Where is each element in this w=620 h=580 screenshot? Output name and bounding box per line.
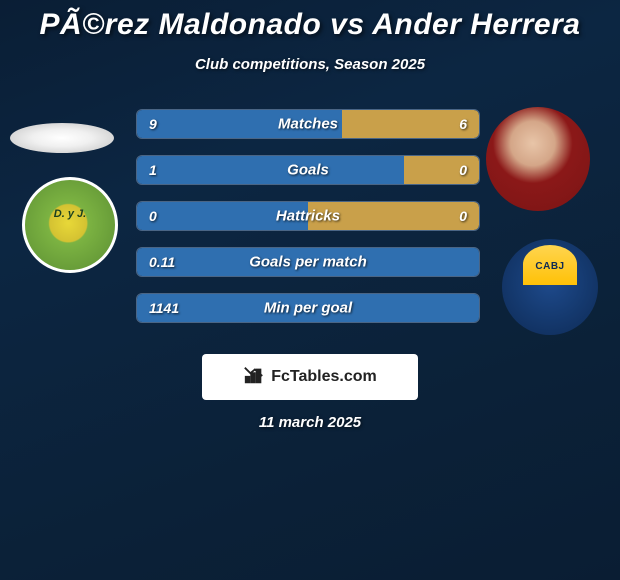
club-badge-left: [22, 177, 118, 273]
stat-value-left: 0: [149, 208, 157, 224]
stat-value-left: 9: [149, 116, 157, 132]
stat-label: Goals per match: [249, 254, 367, 271]
club-badge-right: [502, 239, 598, 335]
date-line: 11 march 2025: [0, 414, 620, 431]
stat-value-right: 6: [459, 116, 467, 132]
bar-right: [404, 156, 479, 184]
chart-icon: [243, 364, 265, 391]
stat-label: Min per goal: [264, 300, 352, 317]
watermark[interactable]: FcTables.com: [202, 354, 418, 400]
stat-label: Goals: [287, 162, 329, 179]
stat-row: 0.11 Goals per match: [136, 247, 480, 277]
watermark-text: FcTables.com: [271, 368, 377, 386]
player-left-photo: [10, 123, 114, 153]
comparison-card: PÃ©rez Maldonado vs Ander Herrera Club c…: [0, 0, 620, 355]
page-title: PÃ©rez Maldonado vs Ander Herrera: [0, 8, 620, 42]
stat-value-left: 1141: [149, 300, 179, 316]
stat-rows: 9 6 Matches 1 0 Goals 0 0 Hattricks 0.11 Goals per…: [136, 109, 480, 339]
stat-row: 9 6 Matches: [136, 109, 480, 139]
stat-label: Matches: [278, 116, 338, 133]
comparison-area: 9 6 Matches 1 0 Goals 0 0 Hattricks 0.11 Goals per…: [0, 115, 620, 355]
stat-value-right: 0: [459, 208, 467, 224]
player-right-photo: [486, 107, 590, 211]
stat-value-left: 0.11: [149, 254, 175, 270]
stat-row: 1141 Min per goal: [136, 293, 480, 323]
stat-value-left: 1: [149, 162, 157, 178]
stat-row: 1 0 Goals: [136, 155, 480, 185]
stat-label: Hattricks: [276, 208, 340, 225]
stat-row: 0 0 Hattricks: [136, 201, 480, 231]
stat-value-right: 0: [459, 162, 467, 178]
bar-left: [137, 156, 404, 184]
subtitle: Club competitions, Season 2025: [0, 56, 620, 73]
